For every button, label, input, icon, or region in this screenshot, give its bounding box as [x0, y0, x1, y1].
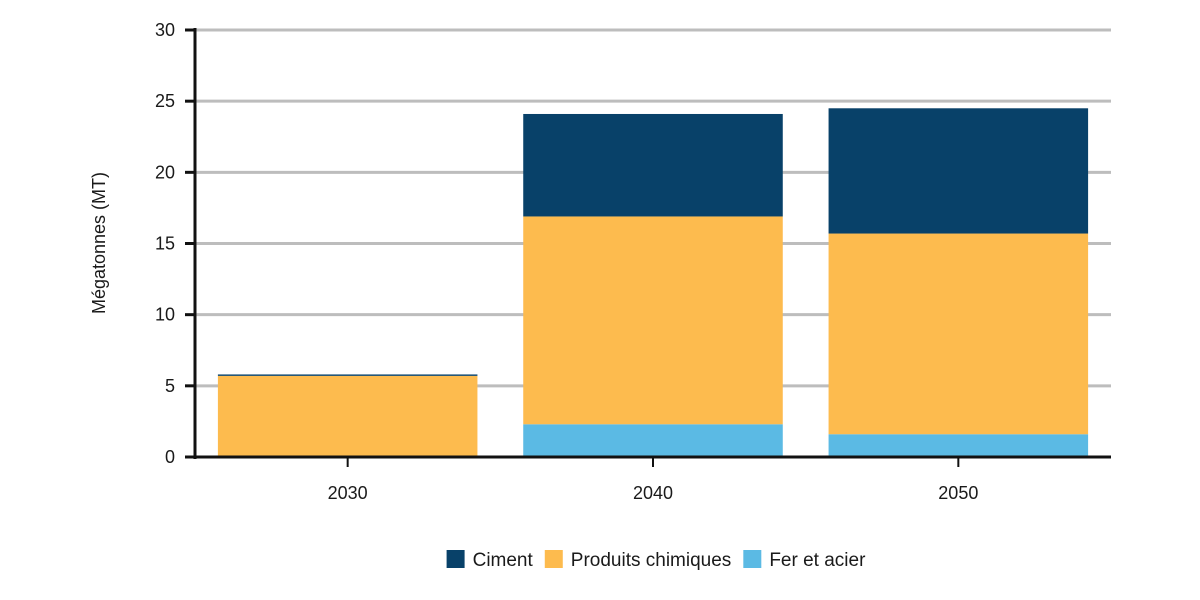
y-axis-title: Mégatonnes (MT) — [89, 172, 109, 314]
y-tick-label: 10 — [155, 305, 175, 325]
legend-label-ciment: Ciment — [473, 550, 534, 571]
legend-swatch-fer-et-acier — [743, 550, 762, 568]
bar-produits-chimiques-2050 — [828, 233, 1089, 435]
bar-produits-chimiques-2040 — [523, 216, 783, 425]
bar-fer-et-acier-2040 — [523, 424, 783, 457]
bar-fer-et-acier-2050 — [828, 434, 1089, 457]
y-tick-label: 15 — [155, 234, 175, 254]
y-tick-label: 5 — [165, 376, 175, 396]
legend-swatch-produits-chimiques — [544, 550, 563, 568]
bars — [217, 108, 1089, 457]
legend: Ciment Produits chimiques Fer et acier — [446, 550, 866, 571]
x-tick-label: 2040 — [633, 483, 673, 503]
x-tick-label: 2050 — [938, 483, 978, 503]
y-tick-label: 0 — [165, 447, 175, 467]
y-tick-label: 20 — [155, 162, 175, 182]
y-tick-label: 25 — [155, 91, 175, 111]
bar-ciment-2040 — [523, 113, 783, 217]
legend-label-fer-et-acier: Fer et acier — [769, 550, 866, 571]
y-tick-label: 30 — [155, 20, 175, 40]
legend-label-produits-chimiques: Produits chimiques — [571, 550, 732, 571]
y-tick-labels: 0 5 10 15 20 25 30 — [155, 20, 175, 467]
x-tick-label: 2030 — [328, 483, 368, 503]
bar-produits-chimiques-2030 — [217, 375, 478, 457]
legend-swatch-ciment — [446, 550, 465, 568]
x-tick-labels: 2030 2040 2050 — [328, 457, 978, 503]
bar-ciment-2030 — [217, 374, 478, 376]
bar-ciment-2050 — [828, 108, 1089, 234]
